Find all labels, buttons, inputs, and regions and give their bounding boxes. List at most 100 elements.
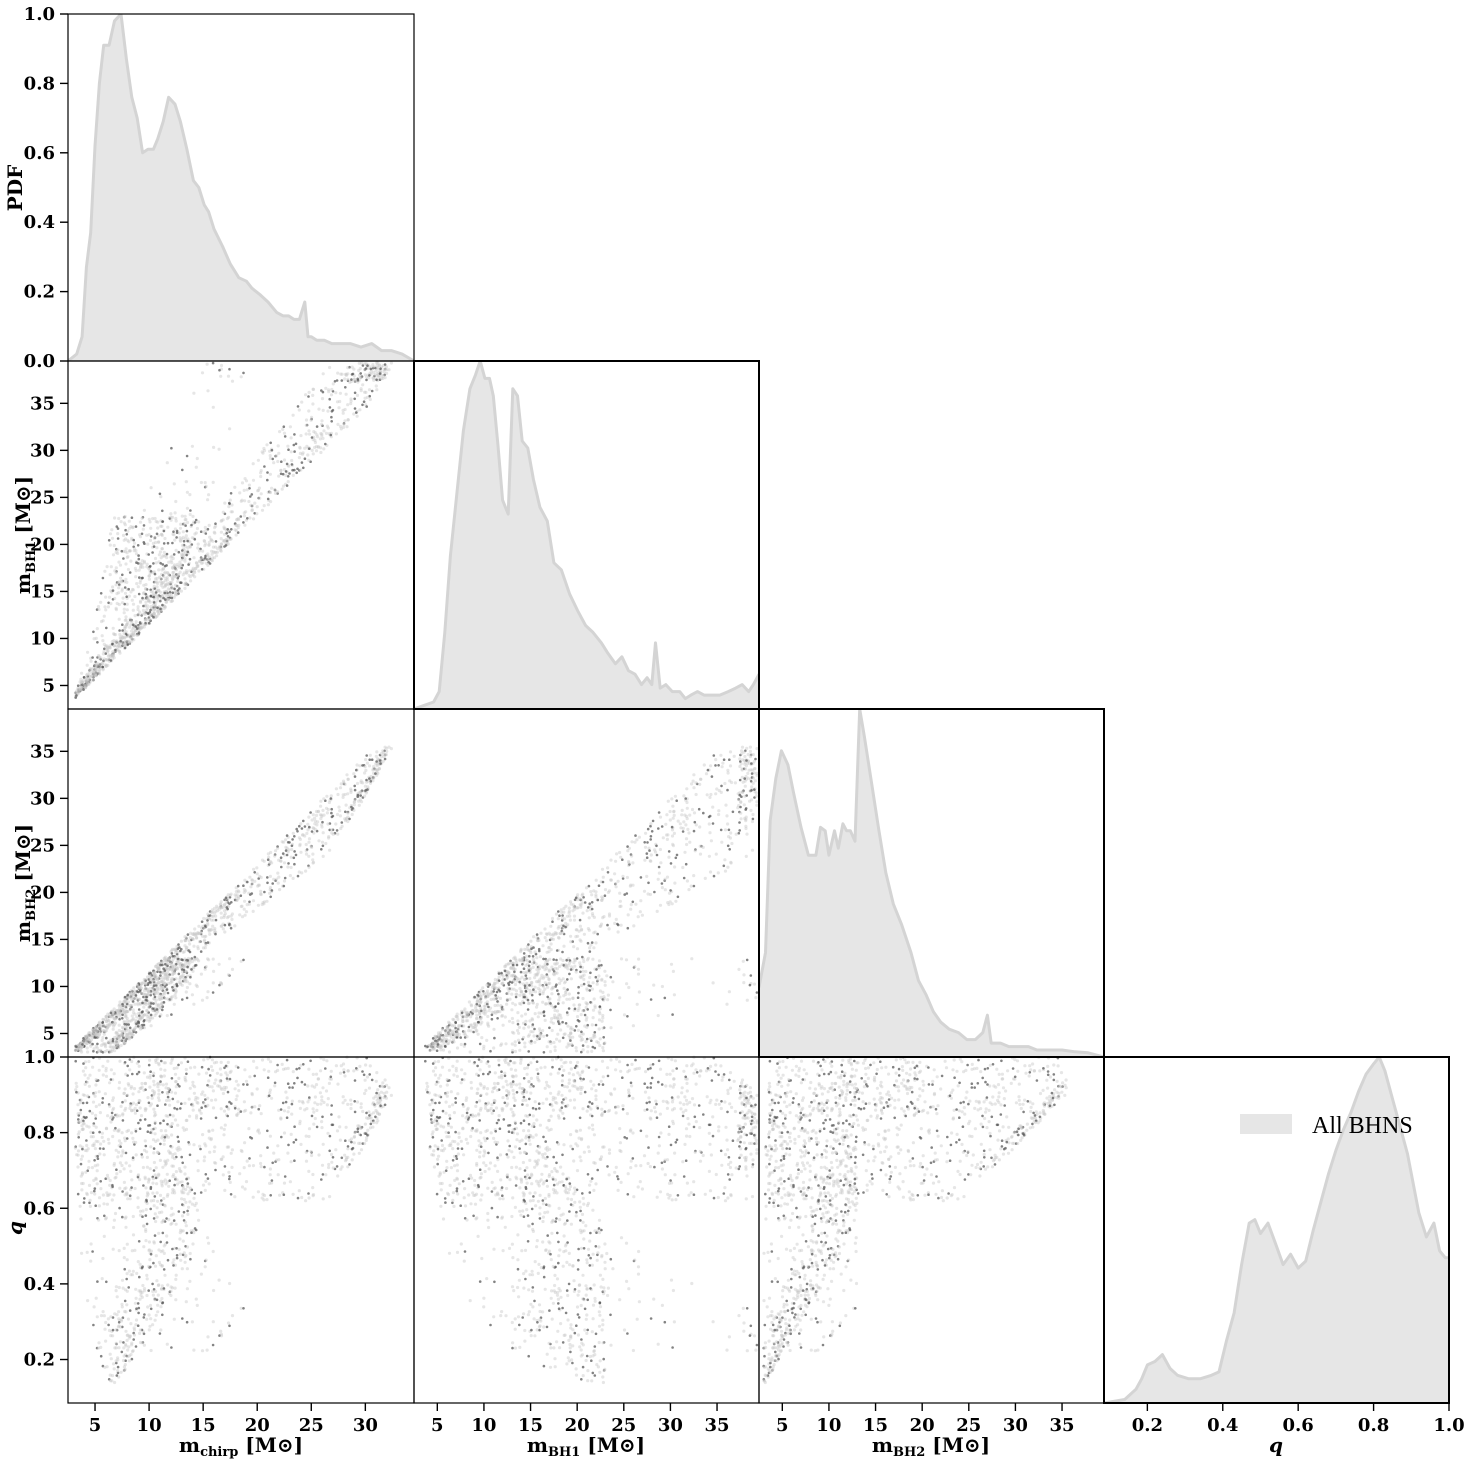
scatter-point — [368, 374, 371, 377]
scatter-point — [118, 1169, 122, 1174]
scatter-point — [335, 812, 340, 817]
scatter-point — [506, 975, 510, 979]
scatter-point — [128, 549, 132, 553]
scatter-point — [656, 1014, 660, 1018]
scatter-point — [383, 373, 386, 377]
scatter-point — [158, 997, 162, 1001]
scatter-point — [151, 1016, 155, 1020]
scatter-point — [118, 1014, 122, 1019]
scatter-point — [170, 599, 174, 603]
scatter-point — [683, 813, 687, 817]
scatter-point — [102, 614, 106, 618]
scatter-point — [637, 835, 642, 839]
scatter-point — [741, 780, 745, 784]
scatter-point — [121, 1007, 125, 1012]
scatter-point — [709, 764, 713, 768]
scatter-point — [279, 472, 283, 476]
scatter-point — [114, 1037, 118, 1041]
scatter-point — [594, 890, 598, 894]
scatter-point — [525, 958, 529, 963]
scatter-point — [745, 832, 749, 836]
scatter-point — [582, 977, 586, 982]
scatter-point — [359, 376, 363, 380]
scatter-point — [580, 974, 585, 978]
scatter-point — [239, 515, 243, 518]
scatter-point — [120, 549, 124, 553]
scatter-point — [752, 982, 757, 986]
scatter-point — [175, 584, 179, 588]
scatter-point — [257, 883, 261, 887]
scatter-point — [126, 1000, 131, 1004]
scatter-point — [209, 538, 213, 542]
scatter-point — [680, 813, 684, 817]
scatter-point — [172, 574, 177, 578]
scatter-point — [555, 1037, 559, 1041]
scatter-point — [316, 435, 320, 439]
scatter-point — [152, 1151, 156, 1155]
scatter-point — [194, 465, 198, 469]
scatter-point — [714, 852, 718, 856]
scatter-point — [132, 547, 137, 551]
scatter-point — [591, 1008, 596, 1012]
scatter-point — [188, 557, 192, 561]
scatter-point — [521, 993, 525, 997]
scatter-point — [112, 543, 116, 548]
scatter-point — [140, 614, 143, 617]
scatter-point — [203, 935, 207, 939]
scatter-point — [353, 784, 357, 788]
scatter-point — [233, 485, 237, 489]
scatter-point — [330, 387, 334, 392]
scatter-point — [206, 990, 210, 994]
scatter-point — [263, 890, 266, 894]
scatter-point — [276, 871, 280, 875]
scatter-point — [545, 932, 549, 937]
scatter-point — [577, 985, 580, 989]
scatter-point — [99, 592, 103, 595]
scatter-point — [129, 1169, 133, 1173]
scatter-point — [154, 540, 158, 545]
scatter-point — [219, 530, 223, 534]
scatter-point — [518, 980, 521, 984]
scatter-point — [211, 957, 215, 961]
scatter-point — [155, 585, 159, 589]
scatter-point — [726, 865, 730, 869]
scatter-point — [529, 939, 533, 943]
scatter-point — [118, 629, 121, 632]
scatter-point — [655, 909, 659, 914]
scatter-point — [476, 998, 480, 1002]
scatter-point — [523, 984, 527, 987]
scatter-point — [149, 608, 152, 612]
scatter-point — [149, 535, 153, 538]
scatter-point — [204, 556, 207, 560]
scatter-point — [469, 1003, 473, 1007]
scatter-point — [214, 540, 218, 543]
scatter-point — [609, 975, 613, 979]
scatter-point — [436, 1039, 440, 1043]
scatter-point — [742, 973, 746, 977]
scatter-point — [200, 998, 205, 1002]
scatter-point — [591, 957, 595, 961]
scatter-point — [193, 964, 197, 967]
scatter-point — [166, 596, 170, 600]
scatter-point — [146, 542, 150, 546]
scatter-point — [102, 1024, 106, 1028]
scatter-point — [574, 1049, 579, 1053]
scatter-point — [250, 878, 254, 882]
scatter-point — [484, 995, 488, 999]
scatter-point — [105, 565, 109, 569]
scatter-point — [207, 540, 211, 545]
scatter-point — [693, 849, 697, 853]
scatter-point — [141, 1001, 144, 1005]
scatter-point — [485, 1000, 489, 1004]
scatter-point — [336, 792, 340, 797]
scatter-point — [667, 850, 671, 853]
scatter-point — [336, 371, 340, 375]
scatter-point — [307, 840, 311, 844]
scatter-point — [123, 523, 127, 527]
scatter-point — [531, 1001, 535, 1005]
scatter-point — [298, 451, 302, 455]
scatter-point — [204, 924, 207, 928]
scatter-point — [174, 996, 178, 1000]
scatter-point — [185, 506, 189, 510]
scatter-point — [110, 1048, 115, 1052]
